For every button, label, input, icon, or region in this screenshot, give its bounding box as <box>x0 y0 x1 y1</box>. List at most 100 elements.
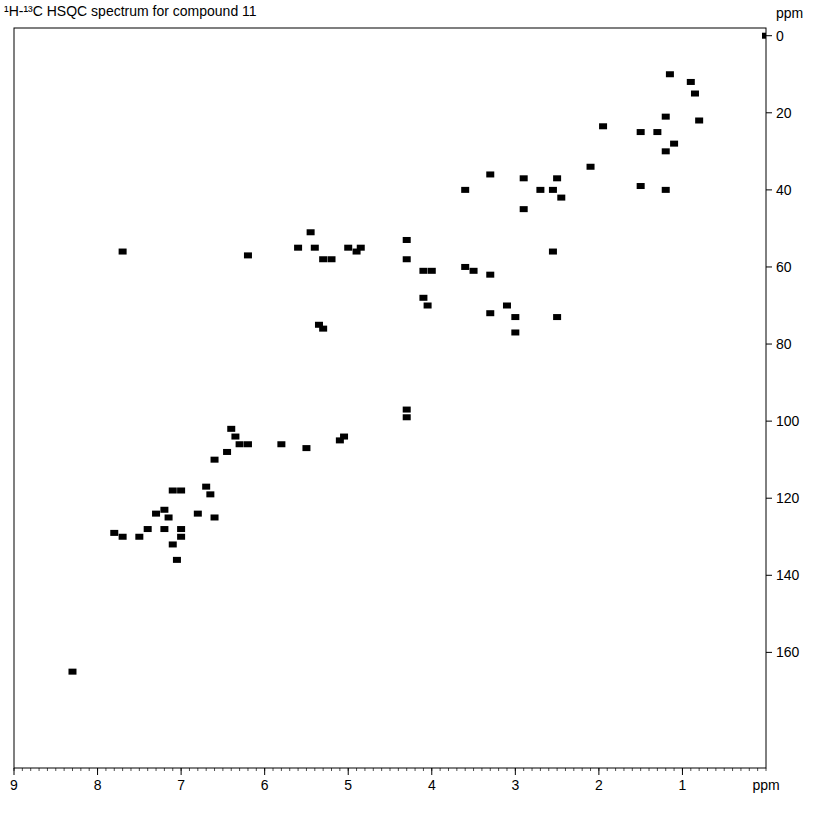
x-minor-tick <box>632 768 633 771</box>
x-minor-tick <box>473 768 474 771</box>
cross-peak <box>549 187 557 193</box>
x-tick-label: 6 <box>261 777 269 793</box>
x-tick-label: 5 <box>344 777 352 793</box>
x-minor-tick <box>423 768 424 771</box>
y-tick-label: 140 <box>776 567 800 583</box>
cross-peak <box>461 264 469 270</box>
x-minor-tick <box>557 768 558 771</box>
x-minor-tick <box>22 768 23 771</box>
x-minor-tick <box>431 768 432 771</box>
y-tick-label: 20 <box>776 105 792 121</box>
cross-peak <box>637 183 645 189</box>
cross-peak <box>428 268 436 274</box>
x-minor-tick <box>105 768 106 771</box>
x-minor-tick <box>156 768 157 771</box>
x-minor-tick <box>506 768 507 771</box>
x-minor-tick <box>331 768 332 771</box>
cross-peak <box>695 118 703 124</box>
y-tick-label: 60 <box>776 259 792 275</box>
x-tick <box>264 768 265 775</box>
x-minor-tick <box>515 768 516 771</box>
cross-peak <box>165 514 173 520</box>
cross-peak <box>294 245 302 251</box>
cross-peak <box>503 303 511 309</box>
x-minor-tick <box>406 768 407 771</box>
x-tick <box>431 768 432 775</box>
y-tick <box>766 575 772 576</box>
y-tick <box>766 189 772 190</box>
y-tick-label: 80 <box>776 336 792 352</box>
chart: ¹H-¹³C HSQC spectrum for compound 119876… <box>0 0 837 832</box>
x-minor-tick <box>114 768 115 771</box>
y-tick <box>766 112 772 113</box>
cross-peak <box>169 541 177 547</box>
x-minor-tick <box>239 768 240 771</box>
cross-peak <box>461 187 469 193</box>
x-minor-tick <box>348 768 349 771</box>
x-minor-tick <box>122 768 123 771</box>
cross-peak <box>557 195 565 201</box>
cross-peak <box>762 33 766 39</box>
cross-peak <box>328 256 336 262</box>
cross-peak <box>520 175 528 181</box>
cross-peak <box>403 256 411 262</box>
x-minor-tick <box>532 768 533 771</box>
cross-peak <box>419 268 427 274</box>
x-minor-tick <box>448 768 449 771</box>
cross-peak <box>177 534 185 540</box>
x-minor-tick <box>364 768 365 771</box>
x-minor-tick <box>264 768 265 771</box>
x-minor-tick <box>456 768 457 771</box>
cross-peak <box>691 91 699 97</box>
x-minor-tick <box>314 768 315 771</box>
cross-peak <box>244 252 252 258</box>
x-minor-tick <box>356 768 357 771</box>
y-tick-label: 160 <box>776 644 800 660</box>
x-tick <box>14 768 15 775</box>
x-minor-tick <box>72 768 73 771</box>
x-minor-tick <box>231 768 232 771</box>
cross-peak <box>160 526 168 532</box>
x-minor-tick <box>55 768 56 771</box>
x-tick <box>181 768 182 775</box>
x-tick <box>598 768 599 775</box>
x-minor-tick <box>540 768 541 771</box>
x-tick-label: 1 <box>679 777 687 793</box>
x-tick <box>682 768 683 775</box>
cross-peak <box>177 488 185 494</box>
x-minor-tick <box>139 768 140 771</box>
y-tick <box>766 652 772 653</box>
cross-peak <box>403 237 411 243</box>
x-minor-tick <box>440 768 441 771</box>
x-minor-tick <box>640 768 641 771</box>
cross-peak <box>662 187 670 193</box>
peaks <box>68 33 766 675</box>
cross-peak <box>311 245 319 251</box>
cross-peak <box>340 434 348 440</box>
x-tick <box>515 768 516 775</box>
x-minor-tick <box>172 768 173 771</box>
cross-peak <box>520 206 528 212</box>
y-tick-label: 0 <box>776 28 784 44</box>
x-minor-tick <box>189 768 190 771</box>
x-minor-tick <box>690 768 691 771</box>
x-minor-tick <box>707 768 708 771</box>
x-minor-tick <box>89 768 90 771</box>
x-minor-tick <box>598 768 599 771</box>
cross-peak <box>511 329 519 335</box>
cross-peak <box>227 426 235 432</box>
x-minor-tick <box>498 768 499 771</box>
x-minor-tick <box>523 768 524 771</box>
x-minor-tick <box>715 768 716 771</box>
cross-peak <box>662 114 670 120</box>
cross-peak <box>662 148 670 154</box>
cross-peak <box>403 407 411 413</box>
cross-peak <box>653 129 661 135</box>
x-minor-tick <box>481 768 482 771</box>
x-axis-label: ppm <box>752 777 779 793</box>
cross-peak <box>160 507 168 513</box>
x-minor-tick <box>565 768 566 771</box>
x-minor-tick <box>214 768 215 771</box>
x-minor-tick <box>197 768 198 771</box>
x-minor-tick <box>766 768 767 771</box>
